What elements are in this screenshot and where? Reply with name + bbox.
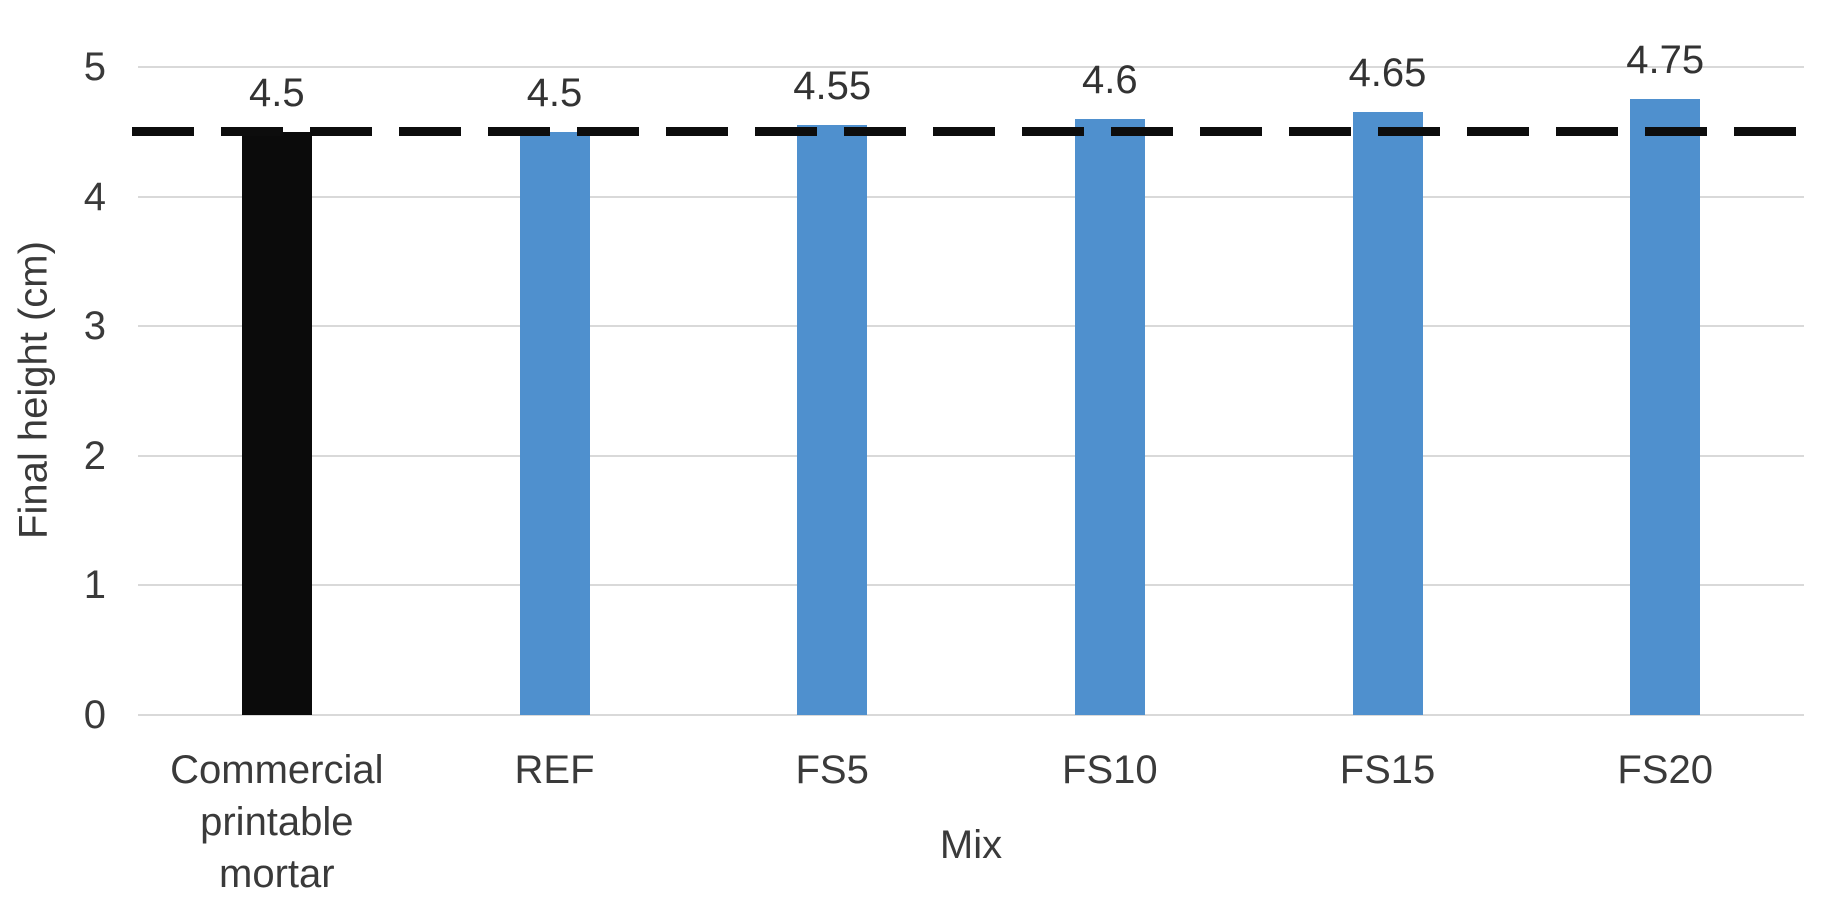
gridline-3 <box>138 325 1804 328</box>
data-label-fs15: 4.65 <box>1348 51 1427 96</box>
x-tick-label-fs5: FS5 <box>795 748 869 792</box>
data-label-ref: 4.5 <box>526 70 583 115</box>
y-tick-label-3: 3 <box>83 304 106 349</box>
gridline-0 <box>138 714 1804 716</box>
bar-commercial-printable-mortar <box>241 131 312 715</box>
x-tick-label-ref: REF <box>514 748 595 792</box>
bar-fs15 <box>1352 112 1423 715</box>
gridline-1 <box>138 584 1804 587</box>
bar-fs10 <box>1074 118 1145 715</box>
bar-fs5 <box>797 125 868 715</box>
x-tick-label-fs15: FS15 <box>1339 748 1436 792</box>
x-axis-title: Mix <box>939 823 1003 867</box>
x-tick-label-fs10: FS10 <box>1062 748 1158 792</box>
x-tick-label-fs20: FS20 <box>1617 748 1713 792</box>
y-tick-label-4: 4 <box>83 174 106 219</box>
y-tick-label-1: 1 <box>83 563 106 608</box>
data-label-fs5: 4.55 <box>793 64 872 109</box>
y-tick-label-0: 0 <box>83 693 106 737</box>
target-height-dashed-line <box>132 127 1810 137</box>
x-tick-label-commercial-printable-mortar: Commercial printable mortar <box>170 748 384 896</box>
y-tick-label-5: 5 <box>83 45 106 89</box>
gridline-2 <box>138 454 1804 457</box>
data-label-fs20: 4.75 <box>1626 38 1705 83</box>
gridline-5 <box>138 66 1804 68</box>
data-label-fs10: 4.6 <box>1082 57 1138 102</box>
bar-fs20 <box>1630 99 1701 715</box>
gridline-4 <box>138 195 1804 198</box>
data-label-commercial-printable-mortar: 4.5 <box>249 70 305 115</box>
bar-ref <box>519 131 590 715</box>
y-axis-title: Final height (cm) <box>11 241 56 539</box>
y-tick-label-2: 2 <box>83 433 106 478</box>
